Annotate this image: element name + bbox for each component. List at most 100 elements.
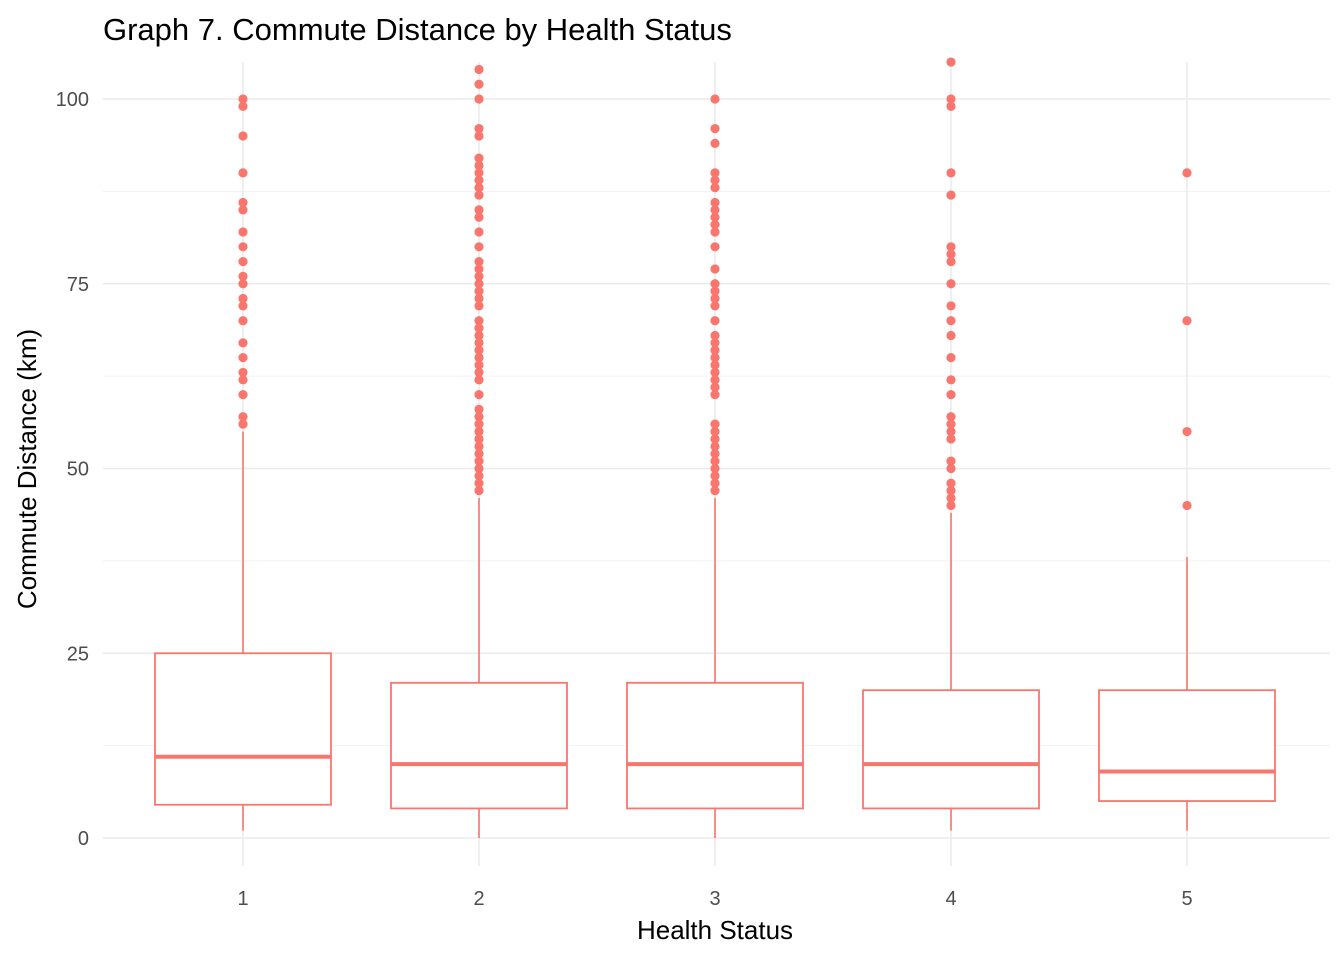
outlier-point [710,168,720,178]
iqr-box [862,689,1040,810]
outlier-point [710,375,720,385]
outlier-point [710,138,720,148]
outlier-point [946,190,956,200]
outlier-point [946,330,956,341]
outlier-point [946,463,956,474]
outlier-point [238,293,248,304]
outlier-point [710,197,720,208]
outlier-point [710,183,720,193]
outlier-point [474,190,484,200]
outlier-point [946,279,956,289]
outlier-point [710,382,720,392]
iqr-box [1098,689,1276,802]
outlier-point [710,316,720,326]
outlier-point [946,242,956,252]
outlier-point [946,316,956,326]
outlier-point [710,449,720,459]
outlier-point [474,463,484,474]
outlier-point [474,205,484,215]
outlier-point [238,353,248,363]
outlier-point [710,486,720,496]
outlier-point [238,279,248,289]
outlier-point [474,419,484,429]
outlier-point [474,449,484,459]
outlier-point [946,375,956,385]
outlier-point [710,212,720,222]
outlier-point [238,94,248,104]
outlier-point [474,212,484,222]
x-tick-label: 1 [237,888,248,910]
outlier-point [710,330,720,341]
box-group-5 [1098,168,1276,831]
outlier-point [474,183,484,193]
outlier-point [474,330,484,341]
outlier-point [710,471,720,481]
outlier-point [238,205,248,215]
outlier-point [946,500,956,511]
boxes-layer [154,57,1276,838]
outlier-point [1182,426,1192,437]
outlier-point [710,220,720,230]
outlier-point [1182,168,1192,178]
outlier-point [710,227,720,237]
outlier-point [710,360,720,370]
outlier-point [474,426,484,437]
outlier-point [474,64,484,75]
outlier-point [710,279,720,289]
iqr-box [626,681,804,810]
outlier-point [238,256,248,267]
outlier-point [238,412,248,422]
outlier-point [474,131,484,141]
outlier-point [946,101,956,111]
outlier-point [238,338,248,348]
outlier-point [474,242,484,252]
outlier-point [474,286,484,296]
outlier-point [474,293,484,304]
outlier-point [710,264,720,274]
outlier-point [474,478,484,488]
outlier-point [474,316,484,326]
outlier-point [710,367,720,378]
outlier-point [710,123,720,134]
outlier-point [474,323,484,333]
outlier-point [474,153,484,163]
outlier-point [710,441,720,451]
outlier-point [710,94,720,104]
outlier-point [946,486,956,496]
outlier-point [710,286,720,296]
outlier-point [474,168,484,178]
outlier-point [474,486,484,496]
outlier-point [238,316,248,326]
outlier-point [474,301,484,311]
box-group-2 [390,64,568,838]
outlier-point [946,434,956,444]
outlier-point [238,101,248,111]
outlier-point [474,390,484,400]
outlier-point [238,242,248,252]
outlier-point [946,412,956,422]
outlier-point [474,79,484,89]
outlier-point [474,279,484,289]
outlier-point [474,271,484,281]
outlier-point [946,256,956,267]
outlier-point [946,301,956,311]
outlier-point [474,375,484,385]
outlier-point [946,390,956,400]
outlier-point [474,471,484,481]
outlier-point [710,242,720,252]
y-tick-label: 50 [67,459,89,481]
x-axis-title: Health Status [637,915,793,945]
outlier-point [710,426,720,437]
outlier-point [946,168,956,178]
outlier-point [946,493,956,503]
outlier-point [710,478,720,488]
outlier-point [946,456,956,466]
outlier-point [474,412,484,422]
outlier-point [710,456,720,466]
outlier-point [946,249,956,259]
x-tick-label: 2 [473,888,484,910]
outlier-point [1182,316,1192,326]
outlier-point [474,175,484,185]
outlier-point [946,353,956,363]
chart-title: Graph 7. Commute Distance by Health Stat… [103,12,732,47]
